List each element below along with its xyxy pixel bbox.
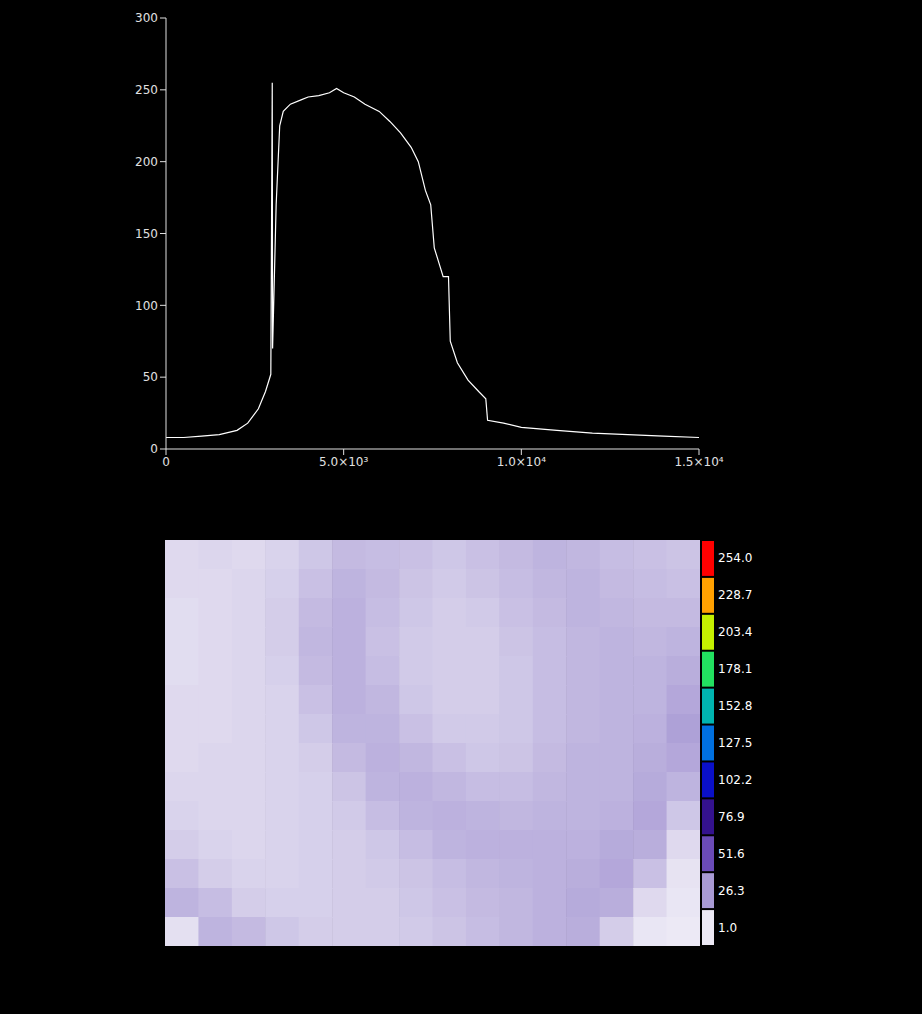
svg-text:51.6: 51.6 [718,847,745,861]
svg-text:1.0: 1.0 [718,921,737,935]
svg-text:254.0: 254.0 [718,551,752,565]
svg-text:5.0×10³: 5.0×10³ [319,455,368,469]
svg-text:50: 50 [143,370,158,384]
svg-text:127.5: 127.5 [718,736,752,750]
svg-text:203.4: 203.4 [718,625,752,639]
svg-text:1.0×10⁴: 1.0×10⁴ [497,455,546,469]
svg-text:150: 150 [135,227,158,241]
svg-text:200: 200 [135,155,158,169]
svg-text:102.2: 102.2 [718,773,752,787]
svg-text:300: 300 [135,11,158,25]
svg-text:228.7: 228.7 [718,588,752,602]
svg-text:26.3: 26.3 [718,884,745,898]
svg-text:0: 0 [150,442,158,456]
svg-text:76.9: 76.9 [718,810,745,824]
svg-text:100: 100 [135,299,158,313]
svg-text:1.5×10⁴: 1.5×10⁴ [674,455,723,469]
svg-text:0: 0 [162,455,170,469]
svg-text:250: 250 [135,83,158,97]
svg-text:152.8: 152.8 [718,699,752,713]
svg-text:178.1: 178.1 [718,662,752,676]
